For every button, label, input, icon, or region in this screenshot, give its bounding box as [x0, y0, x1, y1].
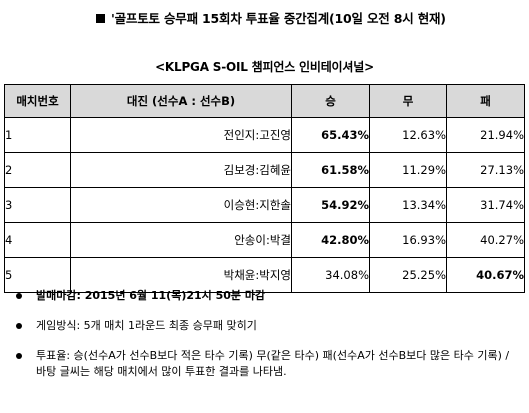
- table-header-row: 매치번호 대진 (선수A : 선수B) 승 무 패: [4, 84, 525, 118]
- loss-rate: 40.67%: [446, 257, 525, 293]
- bullet-dot-icon: [16, 293, 22, 299]
- matchup: 김보경:김혜윤: [70, 152, 292, 188]
- match-number: 5: [4, 257, 71, 293]
- header-loss: 패: [446, 84, 525, 118]
- match-number: 1: [4, 117, 71, 153]
- draw-rate: 13.34%: [369, 187, 447, 223]
- draw-rate: 25.25%: [369, 257, 447, 293]
- document-heading: '골프토토 승무패 15회차 투표율 중간집계(10일 오전 8시 현재): [96, 8, 446, 27]
- heading-text: '골프토토 승무패 15회차 투표율 중간집계(10일 오전 8시 현재): [111, 11, 446, 26]
- win-rate: 42.80%: [291, 222, 370, 258]
- list-item: 투표율: 승(선수A가 선수B보다 적은 타수 기록) 무(같은 타수) 패(선…: [6, 348, 521, 380]
- list-item: 게임방식: 5개 매치 1라운드 최종 승무패 맞히기: [6, 318, 521, 334]
- win-rate: 65.43%: [291, 117, 370, 153]
- list-item: 발매마감: 2015년 6월 11(목)21시 50분 마감: [6, 288, 521, 304]
- notes-list: 발매마감: 2015년 6월 11(목)21시 50분 마감 게임방식: 5개 …: [6, 288, 521, 380]
- match-number: 4: [4, 222, 71, 258]
- matchup: 전인지:고진영: [70, 117, 292, 153]
- match-number: 2: [4, 152, 71, 188]
- table-row: 5 박채윤:박지영 34.08% 25.25% 40.67%: [4, 257, 525, 293]
- bullet-dot-icon: [16, 353, 22, 359]
- header-match-number: 매치번호: [4, 84, 71, 118]
- game-method-note: 게임방식: 5개 매치 1라운드 최종 승무패 맞히기: [36, 319, 257, 332]
- table-row: 4 안송이:박결 42.80% 16.93% 40.27%: [4, 222, 525, 258]
- event-subtitle: <KLPGA S-OIL 챔피언스 인비테이셔널>: [155, 60, 374, 74]
- table-row: 3 이승현:지한솔 54.92% 13.34% 31.74%: [4, 187, 525, 223]
- draw-rate: 16.93%: [369, 222, 447, 258]
- draw-rate: 12.63%: [369, 117, 447, 153]
- vote-rate-note: 투표율: 승(선수A가 선수B보다 적은 타수 기록) 무(같은 타수) 패(선…: [36, 349, 510, 378]
- sales-deadline-note: 발매마감: 2015년 6월 11(목)21시 50분 마감: [36, 289, 266, 302]
- header-draw: 무: [369, 84, 447, 118]
- square-bullet-icon: [96, 14, 105, 23]
- bullet-dot-icon: [16, 323, 22, 329]
- win-rate: 54.92%: [291, 187, 370, 223]
- matchup: 안송이:박결: [70, 222, 292, 258]
- draw-rate: 11.29%: [369, 152, 447, 188]
- header-matchup: 대진 (선수A : 선수B): [70, 84, 292, 118]
- matchup: 이승현:지한솔: [70, 187, 292, 223]
- loss-rate: 21.94%: [446, 117, 525, 153]
- table-row: 2 김보경:김혜윤 61.58% 11.29% 27.13%: [4, 152, 525, 188]
- loss-rate: 27.13%: [446, 152, 525, 188]
- loss-rate: 40.27%: [446, 222, 525, 258]
- loss-rate: 31.74%: [446, 187, 525, 223]
- match-number: 3: [4, 187, 71, 223]
- win-rate: 61.58%: [291, 152, 370, 188]
- vote-rate-table: 매치번호 대진 (선수A : 선수B) 승 무 패 1 전인지:고진영 65.4…: [4, 84, 525, 293]
- header-win: 승: [291, 84, 370, 118]
- table-row: 1 전인지:고진영 65.43% 12.63% 21.94%: [4, 117, 525, 153]
